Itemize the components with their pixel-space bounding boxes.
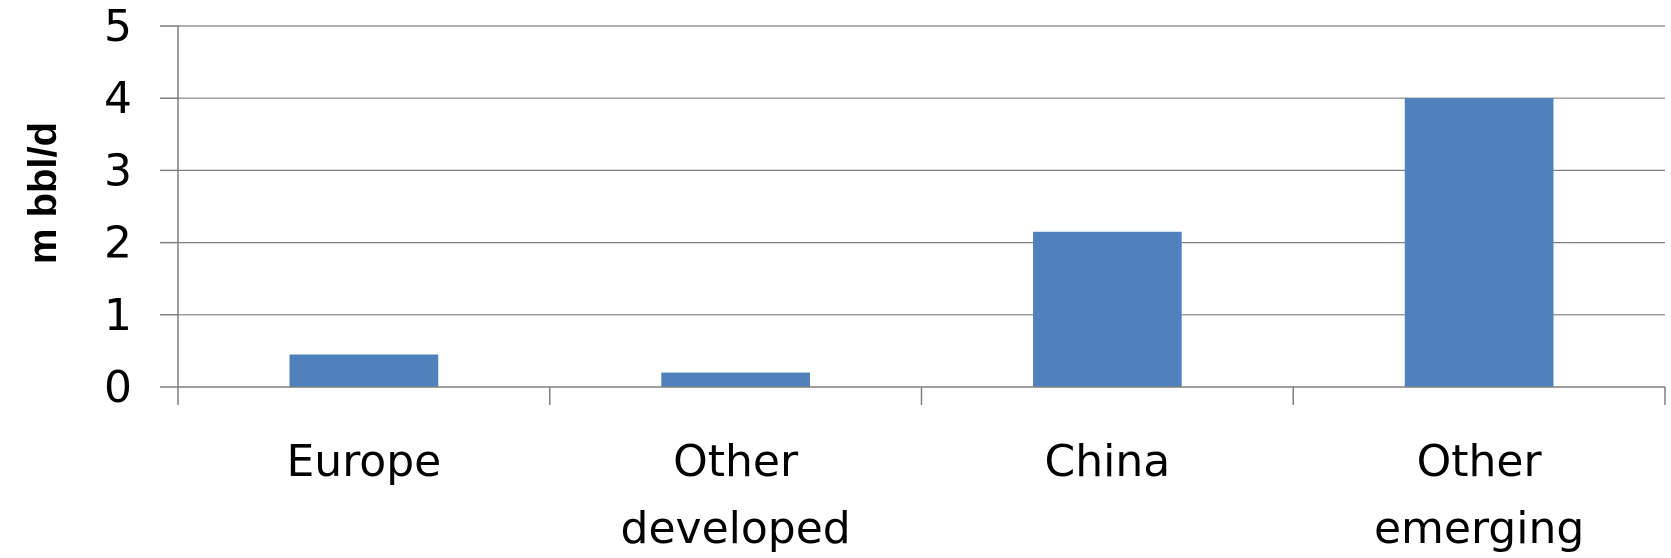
x-category-label: Other <box>673 436 799 487</box>
bar <box>289 354 439 387</box>
x-category-label: emerging <box>1374 503 1584 554</box>
y-tick-labels: 0 1 2 3 4 5 <box>104 1 132 413</box>
y-tick-label: 3 <box>104 145 132 196</box>
y-tick-label: 5 <box>104 1 132 52</box>
x-category-label: Other <box>1417 436 1543 487</box>
x-category-label: Europe <box>287 436 442 487</box>
x-category-label: China <box>1045 436 1171 487</box>
y-tick-label: 1 <box>104 290 132 341</box>
x-category-labels: Europe Other developed China Other emerging <box>287 436 1585 554</box>
x-category-label: developed <box>621 503 851 554</box>
y-tick-label: 0 <box>104 362 132 413</box>
bar <box>1033 231 1182 387</box>
bar <box>1404 98 1554 387</box>
bar <box>661 372 810 387</box>
y-tick-label: 2 <box>104 218 132 269</box>
y-tick-label: 4 <box>104 73 132 124</box>
bars <box>289 98 1554 387</box>
y-axis-label: m bbl/d <box>21 122 65 264</box>
axes <box>160 25 1666 405</box>
